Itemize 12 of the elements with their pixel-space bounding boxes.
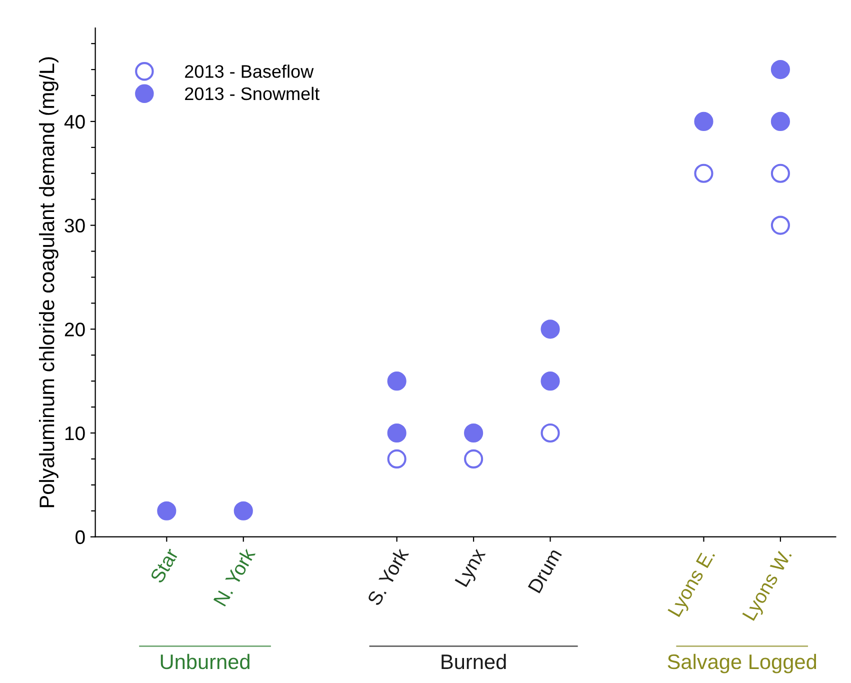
y-tick-label: 40 — [64, 114, 85, 129]
y-axis-title: Polyaluminum chloride coagulant demand (mg/L) — [38, 57, 58, 508]
y-tick-label: 10 — [65, 426, 85, 440]
y-tick-label: 0 — [76, 530, 85, 544]
y-tick-label: 30 — [64, 218, 85, 233]
text: Unburned — [160, 654, 250, 670]
text: Salvage Logged — [668, 654, 816, 674]
legend-label: 2013 - Baseflow — [185, 64, 314, 78]
x-tick-label: S. York — [366, 546, 410, 606]
legend-label: 2013 - Snowmelt — [185, 86, 320, 100]
y-tick-label: 20 — [64, 322, 85, 336]
text: Burned — [442, 654, 506, 670]
